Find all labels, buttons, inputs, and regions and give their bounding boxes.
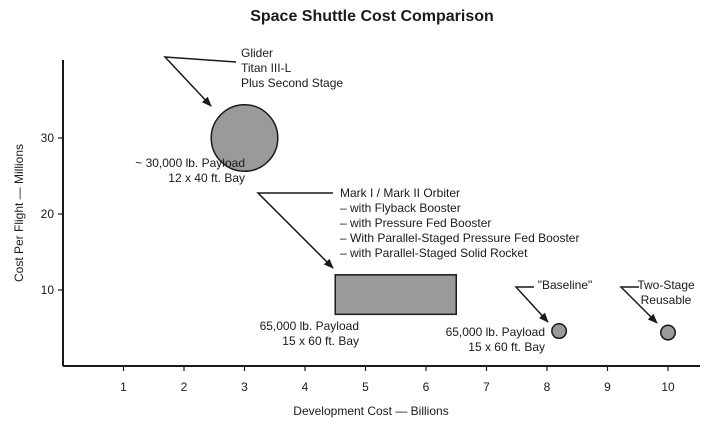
glider-label-line: Titan III-L xyxy=(241,61,292,75)
baseline-leader-arrow xyxy=(514,286,549,323)
orbiter-marker xyxy=(334,274,457,316)
baseline-marker xyxy=(551,323,568,340)
x-tick-label: 7 xyxy=(483,380,490,394)
x-tick-label: 4 xyxy=(302,380,309,394)
two-stage-leader-arrow xyxy=(619,286,658,324)
two-stage-marker xyxy=(659,324,677,341)
glider-payload-line: 12 x 40 ft. Bay xyxy=(168,171,245,185)
y-tick-label: 30 xyxy=(41,131,55,145)
x-axis-label: Development Cost — Billions xyxy=(293,404,448,418)
orbiter-label-line: – with Parallel-Staged Solid Rocket xyxy=(340,246,528,260)
baseline-payload-line: 65,000 lb. Payload xyxy=(446,325,545,339)
x-ticks: 1 2 3 4 5 6 7 8 9 10 xyxy=(120,366,675,394)
y-tick-label: 20 xyxy=(41,207,55,221)
glider-payload-line: ~ 30,000 lb. Payload xyxy=(135,156,245,170)
y-tick-label: 10 xyxy=(41,283,55,297)
glider-label-line: Glider xyxy=(241,46,273,60)
y-ticks: 10 20 30 xyxy=(41,131,63,297)
x-tick-label: 10 xyxy=(661,380,675,394)
glider-marker xyxy=(210,103,279,173)
y-axis-label: Cost Per Flight — Millions xyxy=(12,144,26,282)
two-stage-label-line: Two-Stage xyxy=(637,278,695,292)
orbiter-label-line: – with Pressure Fed Booster xyxy=(340,216,491,230)
baseline-label-line: "Baseline" xyxy=(538,278,593,292)
chart-title: Space Shuttle Cost Comparison xyxy=(250,8,494,25)
baseline-payload-line: 15 x 60 ft. Bay xyxy=(468,340,545,354)
orbiter-label-line: – with Flyback Booster xyxy=(340,201,461,215)
orbiter-payload-line: 15 x 60 ft. Bay xyxy=(282,334,359,348)
x-tick-label: 1 xyxy=(120,380,127,394)
data-marks xyxy=(210,103,677,341)
glider-label-line: Plus Second Stage xyxy=(241,76,343,90)
orbiter-leader-arrow xyxy=(256,192,334,269)
orbiter-label-line: Mark I / Mark II Orbiter xyxy=(340,186,460,200)
x-tick-label: 2 xyxy=(181,380,188,394)
x-tick-label: 8 xyxy=(544,380,551,394)
x-tick-label: 3 xyxy=(241,380,248,394)
x-tick-label: 5 xyxy=(362,380,369,394)
x-tick-label: 9 xyxy=(604,380,611,394)
two-stage-label-line: Reusable xyxy=(641,293,692,307)
glider-leader-arrow xyxy=(163,56,237,107)
orbiter-label-line: – With Parallel-Staged Pressure Fed Boos… xyxy=(340,231,579,245)
x-tick-label: 6 xyxy=(423,380,430,394)
orbiter-payload-line: 65,000 lb. Payload xyxy=(260,319,359,333)
